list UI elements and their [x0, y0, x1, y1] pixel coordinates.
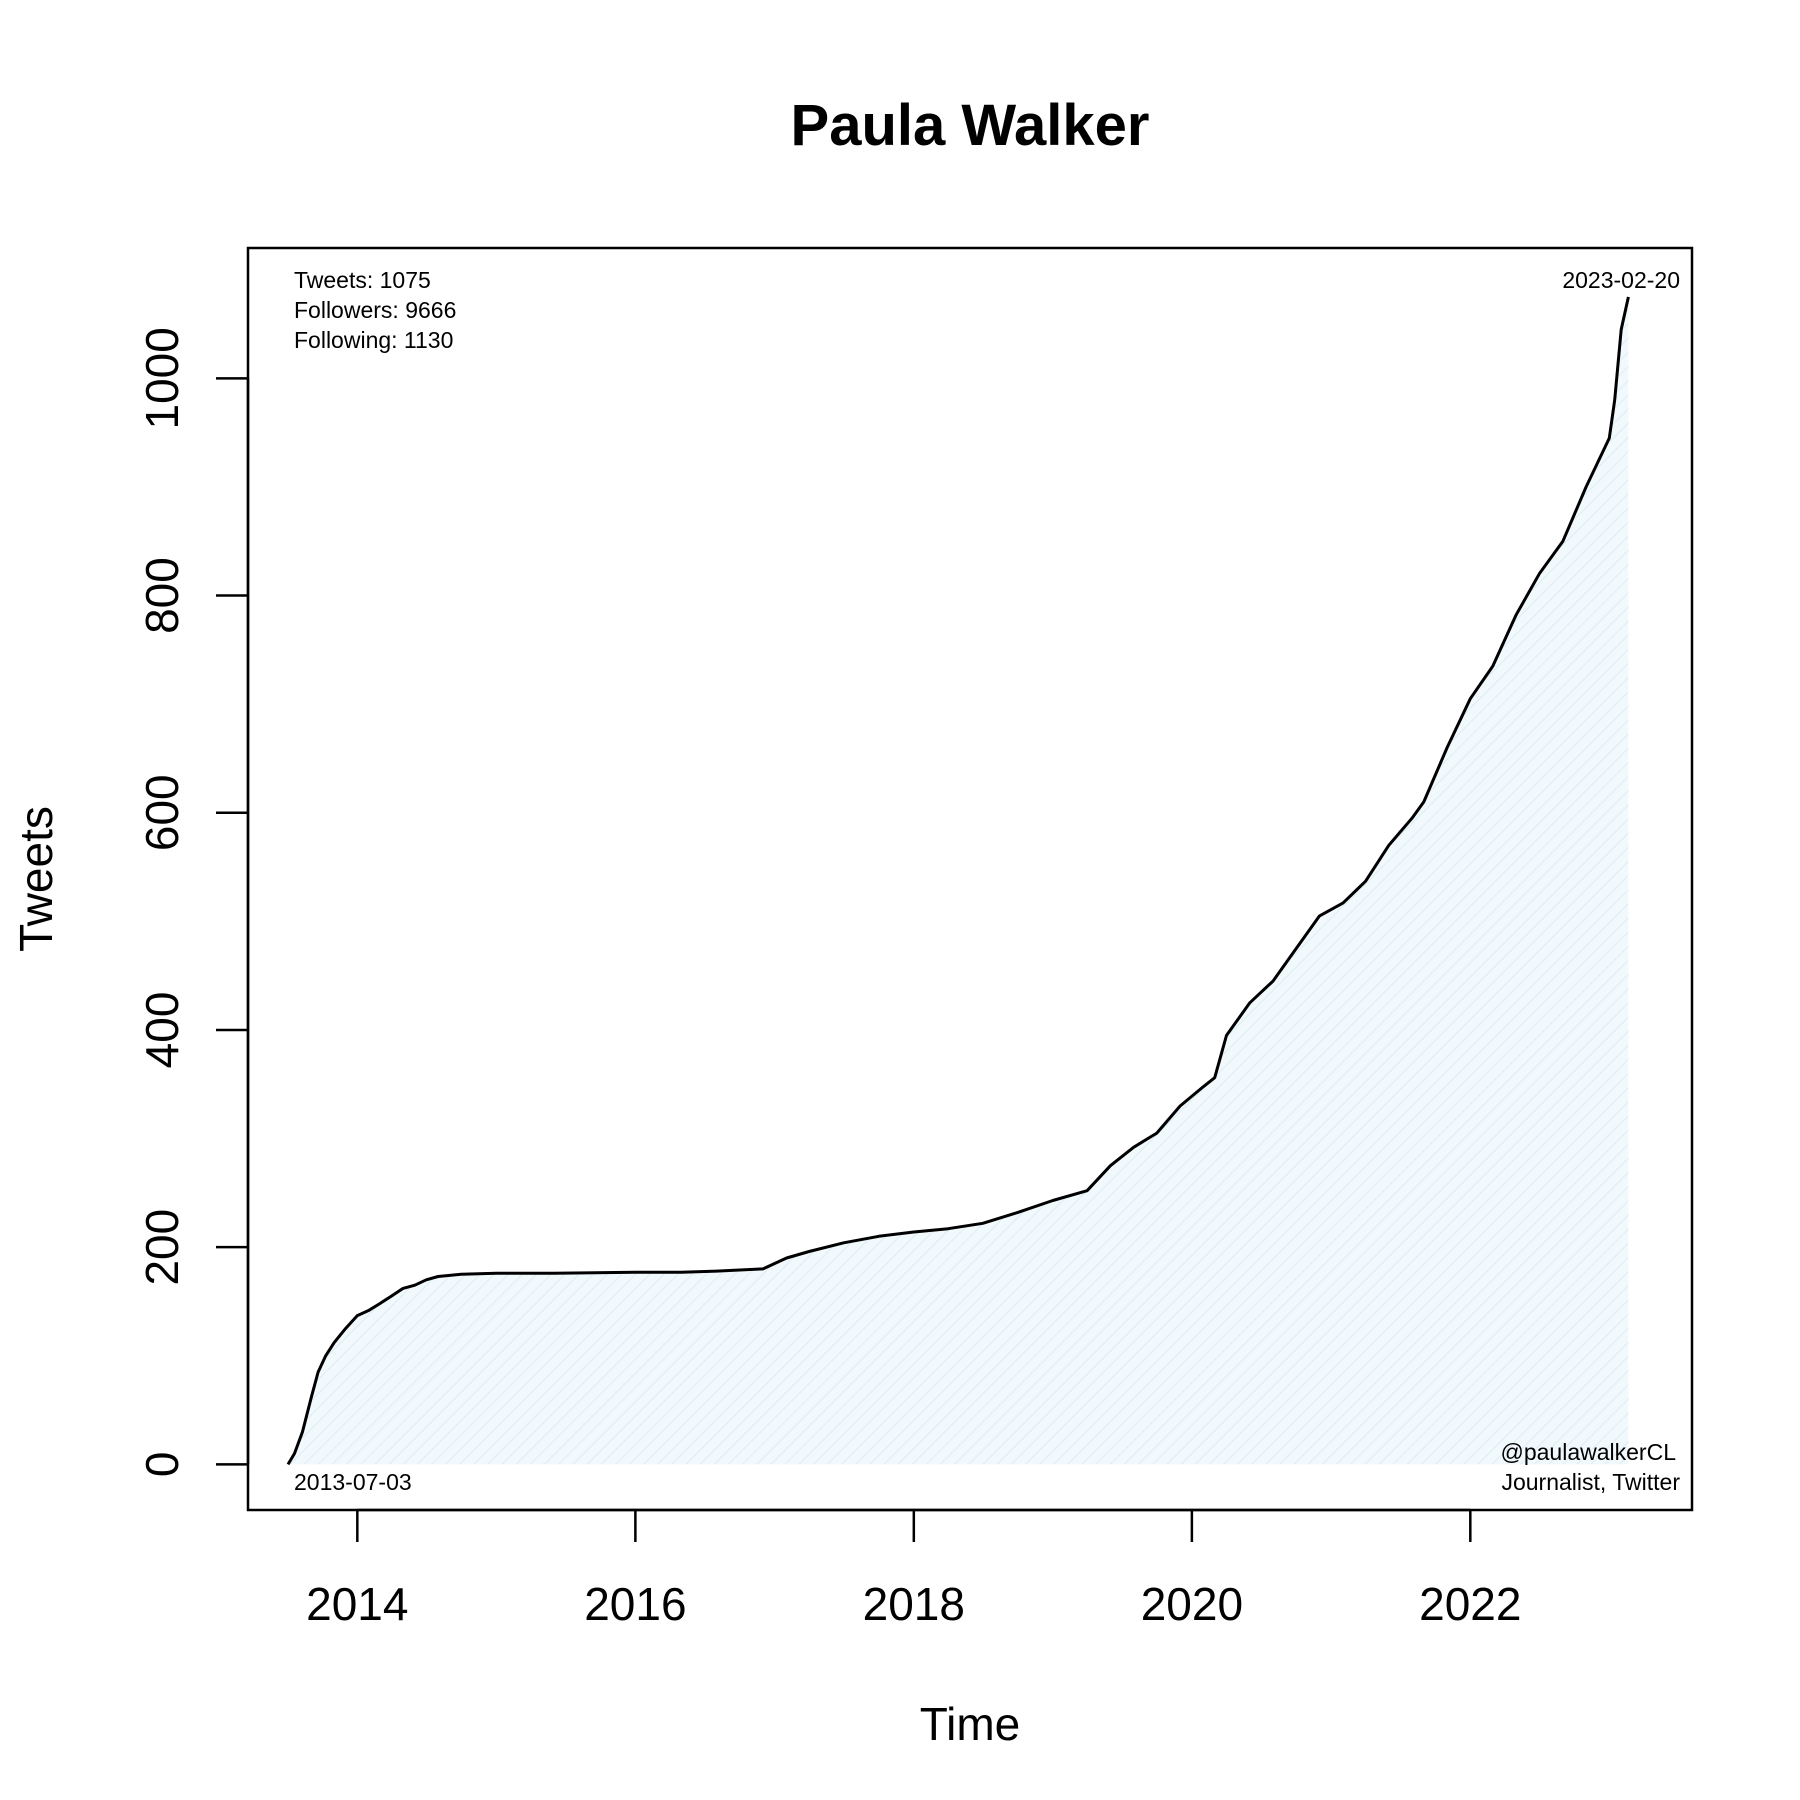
end-date-label: 2023-02-20 — [1562, 267, 1680, 293]
chart-title: Paula Walker — [791, 93, 1150, 158]
area-fill — [288, 296, 1629, 1465]
y-axis-label: Tweets — [10, 806, 62, 952]
y-tick-label-1000: 1000 — [136, 327, 188, 429]
y-tick-label-0: 0 — [136, 1452, 188, 1478]
followers-count: Followers: 9666 — [294, 297, 456, 323]
plot-area — [246, 246, 1694, 1512]
x-tick-label-2022: 2022 — [1419, 1578, 1521, 1630]
account-description: Journalist, Twitter — [1501, 1469, 1680, 1495]
y-tick-label-400: 400 — [136, 992, 188, 1069]
y-tick-label-600: 600 — [136, 774, 188, 851]
account-handle: @paulawalkerCL — [1501, 1439, 1677, 1465]
x-tick-label-2014: 2014 — [306, 1578, 408, 1630]
following-count: Following: 1130 — [294, 327, 453, 353]
x-axis-label: Time — [920, 1698, 1021, 1750]
start-date-label: 2013-07-03 — [294, 1469, 412, 1495]
y-axis: 0 200 400 600 800 1000 — [136, 327, 250, 1478]
y-tick-label-200: 200 — [136, 1209, 188, 1286]
x-axis: 2014 2016 2018 2020 2022 — [306, 1508, 1521, 1630]
x-tick-label-2018: 2018 — [863, 1578, 965, 1630]
y-tick-label-800: 800 — [136, 557, 188, 634]
x-tick-label-2016: 2016 — [584, 1578, 686, 1630]
x-tick-label-2020: 2020 — [1141, 1578, 1243, 1630]
series-line — [286, 296, 1630, 1466]
tweets-count: Tweets: 1075 — [294, 267, 431, 293]
